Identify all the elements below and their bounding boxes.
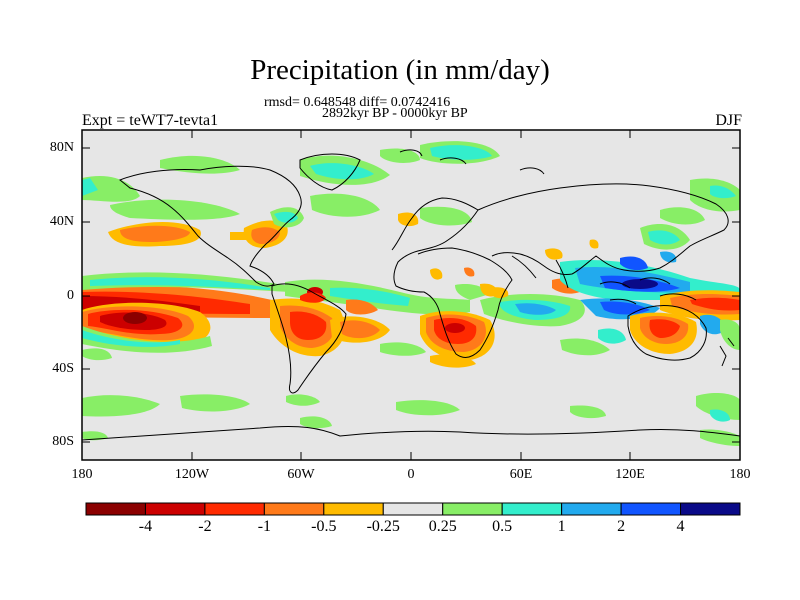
colorbar-swatch — [561, 502, 622, 516]
colorbar-label: 0.5 — [492, 518, 513, 535]
lon-tick-label: 120E — [615, 467, 645, 482]
experiment-label: Expt = teWT7-tevta1 — [82, 112, 219, 129]
lat-tick-label: 80N — [49, 140, 74, 155]
lon-tick-marks — [81, 130, 741, 460]
lon-tick-label: 60E — [509, 467, 533, 482]
lon-tick-label: 60W — [287, 467, 315, 482]
lat-tick-label: 80S — [52, 434, 74, 449]
colorbar-label: -2 — [198, 518, 212, 535]
map-title: Precipitation (in mm/day) — [250, 54, 550, 86]
coastlines — [82, 149, 740, 441]
lat-tick-label: 40S — [52, 361, 74, 376]
lon-tick-label: 120W — [174, 467, 210, 482]
time-period-label: 2892kyr BP - 0000kyr BP — [322, 106, 468, 121]
colorbar-swatch — [680, 502, 741, 516]
colorbar-swatch — [323, 502, 384, 516]
colorbar-label: 1 — [557, 518, 566, 535]
colorbar-label: 2 — [617, 518, 626, 535]
lon-tick-label: 0 — [407, 467, 415, 482]
colorbar-swatch — [501, 502, 563, 516]
colorbar-label: -0.25 — [366, 518, 400, 535]
colorbar-swatch — [144, 502, 206, 516]
colorbar — [85, 502, 741, 516]
lon-tick-label: 180 — [71, 467, 93, 482]
colorbar-swatch — [442, 502, 503, 516]
colorbar-label: -1 — [257, 518, 272, 535]
colorbar-label: -0.5 — [311, 518, 337, 535]
season-label: DJF — [715, 112, 742, 129]
lat-tick-label: 0 — [67, 288, 74, 303]
colorbar-label: 4 — [676, 518, 685, 535]
precipitation-anomaly-fields — [82, 141, 740, 446]
colorbar-swatch — [263, 502, 325, 516]
lat-tick-label: 40N — [49, 214, 74, 229]
colorbar-label: 0.25 — [428, 518, 457, 535]
colorbar-swatch — [204, 502, 265, 516]
lon-tick-label: 180 — [729, 467, 751, 482]
lat-tick-marks — [82, 147, 740, 443]
rmsd-diff-stats: rmsd= 0.648548 diff= 0.0742416 — [264, 95, 451, 110]
colorbar-swatch — [620, 502, 682, 516]
colorbar-swatch — [382, 502, 444, 516]
colorbar-swatch — [85, 502, 146, 516]
colorbar-label: -4 — [138, 518, 153, 535]
